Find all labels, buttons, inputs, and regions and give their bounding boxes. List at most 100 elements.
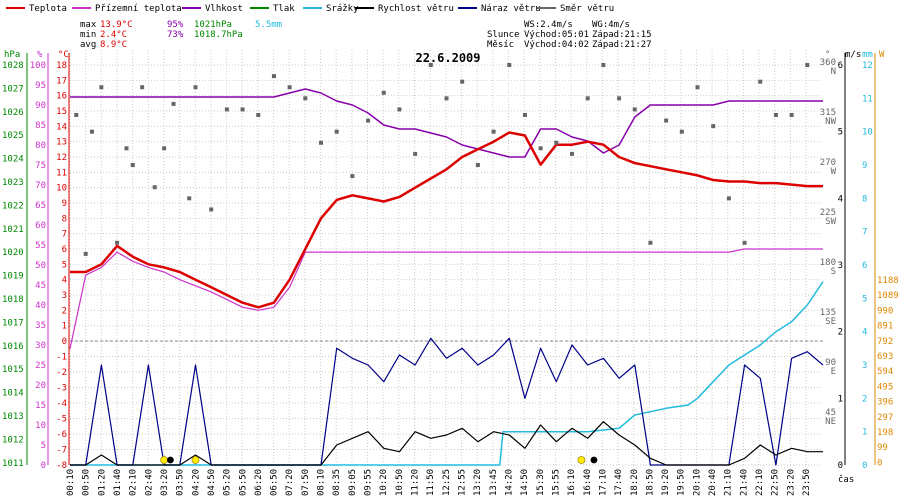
c-tick: -8: [56, 461, 67, 471]
w-tick: 594: [877, 367, 893, 377]
w-tick: 396: [877, 398, 893, 408]
x-tick-label: 18:20: [630, 469, 640, 496]
mm-unit: mm: [862, 50, 873, 60]
ms-tick: 4: [838, 194, 843, 204]
wind-dir-point: [632, 107, 637, 112]
wind-dir-point: [679, 129, 684, 134]
c-tick: 8: [62, 214, 67, 224]
hpa-tick: 1027: [2, 84, 24, 94]
c-tick: 9: [62, 199, 67, 209]
pct-tick: 95: [35, 81, 46, 91]
c-tick: 6: [62, 245, 67, 255]
sun-set: Západ:21:15: [592, 30, 652, 40]
wind-dir-point: [397, 107, 402, 112]
legend-label: Přízemní teplota: [95, 4, 182, 14]
wind-dir-point: [648, 240, 653, 245]
pct-tick: 15: [35, 401, 46, 411]
x-tick-label: 17:40: [614, 469, 624, 496]
hpa-unit: hPa: [4, 50, 20, 60]
hpa-tick: 1012: [2, 435, 24, 445]
dir-tick-cardinal: NE: [825, 417, 836, 427]
wind-dir-point: [381, 90, 386, 95]
x-tick-label: 00:10: [66, 469, 76, 496]
w-tick: 0: [877, 458, 882, 468]
moon-label: Měsíc: [487, 40, 514, 50]
dir-tick-cardinal: SE: [825, 317, 836, 327]
pct-tick: 75: [35, 161, 46, 171]
mm-tick: 9: [862, 161, 867, 171]
stat-value: min: [80, 30, 96, 40]
x-tick-label: 20:10: [692, 469, 702, 496]
x-tick-label: 15:55: [551, 469, 561, 496]
x-tick-label: 15:30: [536, 469, 546, 496]
w-tick: 99: [877, 443, 888, 453]
c-tick: 16: [56, 92, 67, 102]
pct-tick: 85: [35, 121, 46, 131]
wind-gust-avg: WG:4m/s: [592, 20, 630, 30]
pct-tick: 5: [41, 441, 46, 451]
x-tick-label: 22:10: [755, 469, 765, 496]
x-tick-label: 10:20: [379, 469, 389, 496]
wind-dir-point: [193, 85, 198, 90]
wind-dir-point: [460, 79, 465, 84]
wind-dir-point: [711, 124, 716, 129]
hpa-tick: 1021: [2, 225, 24, 235]
mm-tick: 0: [862, 461, 867, 471]
w-tick: 198: [877, 428, 893, 438]
dir-tick: 180: [820, 258, 836, 268]
hpa-tick: 1020: [2, 248, 24, 258]
c-tick: -1: [56, 353, 67, 363]
c-tick: 10: [56, 184, 67, 194]
wind-dir-point: [695, 85, 700, 90]
mm-tick: 7: [862, 228, 867, 238]
moon-icon: [166, 456, 174, 464]
ms-tick: 0: [838, 461, 843, 471]
wind-dir-point: [617, 96, 622, 101]
dir-tick-cardinal: E: [831, 367, 836, 377]
wind-dir-point: [171, 101, 176, 106]
stat-value: 73%: [167, 30, 184, 40]
x-tick-label: 18:50: [645, 469, 655, 496]
pct-tick: 50: [35, 261, 46, 271]
hpa-tick: 1011: [2, 459, 24, 469]
x-tick-label: 07:20: [285, 469, 295, 496]
ms-tick: 1: [838, 394, 843, 404]
pct-tick: 100: [30, 61, 46, 71]
c-tick: 7: [62, 230, 67, 240]
x-tick-label: 13:45: [489, 469, 499, 496]
wind-dir-point: [413, 151, 418, 156]
x-tick-label: 04:20: [191, 469, 201, 496]
dir-tick: 360: [820, 58, 836, 68]
mm-tick: 11: [862, 94, 873, 104]
pct-tick: 60: [35, 221, 46, 231]
x-tick-label: 23:20: [786, 469, 796, 496]
wind-dir-point: [83, 251, 88, 256]
wind-dir-point: [130, 163, 135, 167]
c-tick: -4: [56, 399, 67, 409]
c-tick: 4: [62, 276, 67, 286]
pct-tick: 90: [35, 101, 46, 111]
wind-dir-point: [115, 240, 120, 245]
wind-dir-point: [287, 85, 292, 90]
x-tick-label: 06:20: [254, 469, 264, 496]
stat-value: 8.9°C: [100, 40, 127, 50]
wind-dir-point: [773, 113, 778, 117]
c-tick: -6: [56, 430, 67, 440]
x-tick-label: 02:10: [129, 469, 139, 496]
wind-dir-point: [74, 113, 79, 117]
c-tick: -2: [56, 368, 67, 378]
legend-label: Směr větru: [560, 4, 614, 14]
x-tick-label: 03:20: [160, 469, 170, 496]
wind-dir-point: [507, 63, 512, 67]
c-tick: 14: [56, 122, 67, 132]
hpa-tick: 1024: [2, 155, 24, 165]
x-tick-label: 14:20: [504, 469, 514, 496]
wind-dir-point: [664, 118, 669, 123]
pct-tick: 40: [35, 301, 46, 311]
wind-dir-point: [726, 196, 731, 201]
pct-unit: %: [37, 50, 43, 60]
moon-rise: Východ:04:02: [524, 40, 589, 50]
axes: 00:10 00:50 01:20 01:40 02:10 02:40 03:20 03:50…: [2, 50, 899, 496]
hpa-tick: 1019: [2, 272, 24, 282]
